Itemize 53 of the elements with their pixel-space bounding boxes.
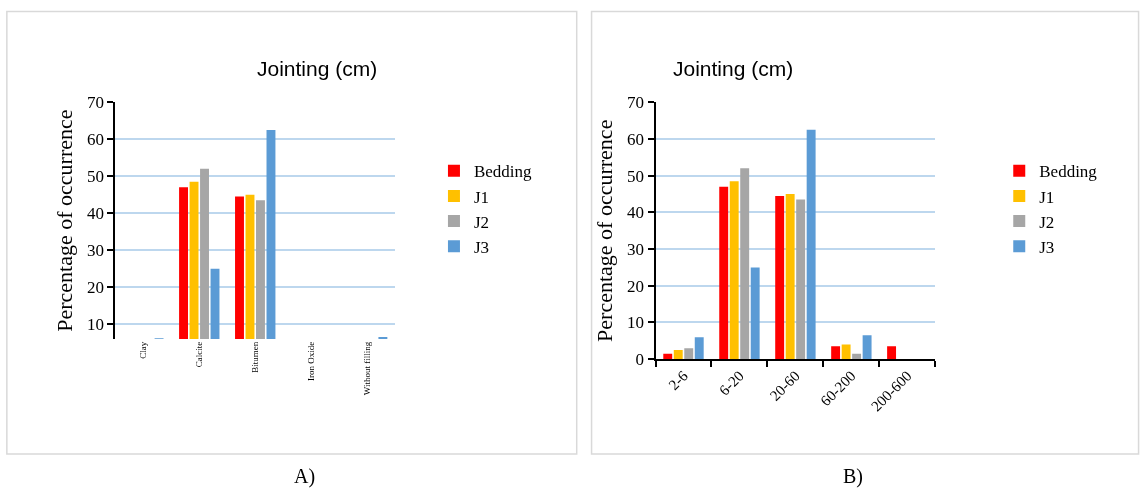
bar — [663, 353, 673, 360]
legend-label: J1 — [1039, 187, 1055, 207]
legend-label: J2 — [473, 212, 490, 232]
bar — [841, 344, 851, 360]
bar — [775, 195, 785, 360]
bar — [694, 337, 704, 360]
y-tick-label: 50 — [86, 167, 104, 187]
y-tick-label: 40 — [627, 203, 645, 223]
y-tick-label: 30 — [627, 240, 645, 260]
legend-label: J3 — [473, 237, 490, 257]
legend-label: Bedding — [473, 162, 533, 182]
legend-label: J3 — [1039, 237, 1055, 257]
y-tick-label: 50 — [627, 166, 645, 186]
chart-title: Jointing (cm) — [673, 57, 794, 80]
y-tick-label: 10 — [86, 315, 104, 335]
y-tick-label: 70 — [86, 93, 104, 113]
bar — [684, 348, 694, 360]
bar — [862, 335, 872, 360]
y-axis-title: Percentage of occurrence — [52, 109, 78, 332]
bar — [831, 346, 841, 360]
x-tick-label: Clay — [138, 341, 149, 359]
x-tick-label: Calcite — [194, 341, 205, 368]
y-tick-label: 40 — [86, 204, 104, 224]
legend-label: Bedding — [1039, 162, 1098, 182]
y-axis-title: Percentage of occurrence — [592, 119, 618, 342]
bar — [806, 129, 816, 360]
y-tick-label: 70 — [627, 93, 645, 113]
x-tick-label: Bitumen — [250, 341, 261, 373]
legend-label: J2 — [1039, 212, 1055, 232]
bar — [887, 346, 897, 360]
text: A) — [294, 465, 316, 488]
y-tick-label: 30 — [86, 241, 104, 261]
y-tick-label: 20 — [627, 276, 645, 296]
legend-label: J1 — [473, 187, 490, 207]
x-tick-label: Iron Oxide — [306, 341, 317, 382]
x-tick-label: 2-6 — [665, 367, 692, 394]
x-tick-label: 6-20 — [716, 367, 747, 399]
bar — [673, 349, 683, 360]
bar — [785, 194, 795, 360]
bar — [729, 181, 739, 360]
bar — [740, 168, 750, 360]
y-tick-label: 60 — [627, 129, 645, 149]
y-tick-label: 60 — [86, 130, 104, 150]
chart-title: Jointing (cm) — [257, 57, 378, 80]
bar — [852, 353, 862, 360]
bar — [796, 199, 806, 360]
y-tick-label: 10 — [627, 313, 645, 333]
bar — [750, 267, 760, 360]
y-tick-label: 20 — [86, 278, 104, 298]
bar — [719, 186, 729, 360]
x-tick-label: Without filling — [362, 341, 373, 396]
text: B) — [843, 465, 863, 488]
y-tick-label: 0 — [635, 350, 645, 370]
